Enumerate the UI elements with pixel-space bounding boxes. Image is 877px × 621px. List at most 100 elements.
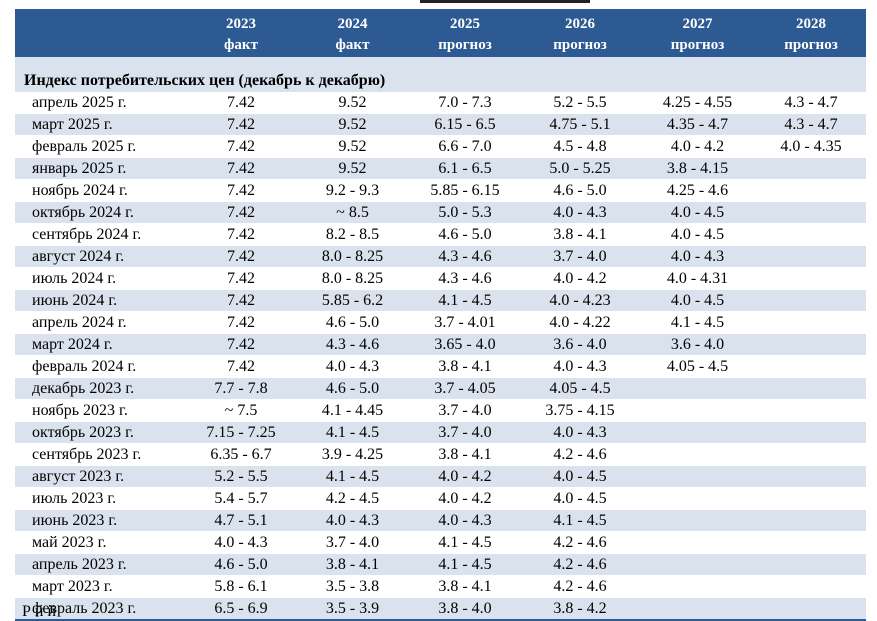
- cell-value: [756, 223, 866, 246]
- table-row: июнь 2024 г. 7.42 5.85 - 6.2 4.1 - 4.5 4.0 -…: [15, 289, 866, 312]
- cell-value: 4.6 - 5.0: [296, 311, 409, 334]
- cell-value: 3.8 - 4.2: [521, 597, 639, 621]
- cell-value: [639, 487, 756, 510]
- cell-value: 5.0 - 5.25: [521, 157, 639, 180]
- cell-value: 6.35 - 6.7: [186, 443, 296, 466]
- row-label: апрель 2025 г.: [15, 92, 186, 114]
- cell-value: 3.8 - 4.1: [296, 553, 409, 576]
- cell-value: ~ 8.5: [296, 201, 409, 224]
- row-label: июль 2023 г.: [15, 487, 186, 510]
- cell-value: [639, 399, 756, 422]
- cell-value: 4.0 - 4.3: [186, 531, 296, 554]
- cell-value: 7.42: [186, 267, 296, 290]
- table-row: февраль 2024 г. 7.42 4.0 - 4.3 3.8 - 4.1 4.0…: [15, 355, 866, 378]
- cell-value: 4.1 - 4.5: [409, 553, 521, 576]
- table-row: март 2024 г. 7.42 4.3 - 4.6 3.65 - 4.0 3.6 -…: [15, 333, 866, 356]
- cell-value: 4.0 - 4.5: [639, 289, 756, 312]
- table-row: июль 2023 г. 5.4 - 5.7 4.2 - 4.5 4.0 - 4.2 4…: [15, 487, 866, 510]
- cell-value: 3.7 - 4.0: [296, 531, 409, 554]
- table-row: август 2023 г. 5.2 - 5.5 4.1 - 4.5 4.0 - 4.…: [15, 465, 866, 488]
- table-row: апрель 2024 г. 7.42 4.6 - 5.0 3.7 - 4.01 4.0…: [15, 311, 866, 334]
- cell-value: 8.0 - 8.25: [296, 245, 409, 268]
- cell-value: [756, 289, 866, 312]
- header-row-years: 2023 2024 2025 2026 2027 2028: [15, 9, 866, 35]
- cell-value: 6.1 - 6.5: [409, 157, 521, 180]
- cell-value: [756, 179, 866, 202]
- footnote: Р й й: [22, 603, 57, 620]
- cell-value: 7.42: [186, 355, 296, 378]
- table-row: июль 2024 г. 7.42 8.0 - 8.25 4.3 - 4.6 4.0 -…: [15, 267, 866, 290]
- header-year: 2025: [409, 9, 521, 35]
- table-row: июнь 2023 г. 4.7 - 5.1 4.0 - 4.3 4.0 - 4.3 4…: [15, 509, 866, 532]
- row-label: июнь 2024 г.: [15, 289, 186, 312]
- row-label: март 2023 г.: [15, 575, 186, 598]
- cell-value: [756, 597, 866, 621]
- top-border-mark: [420, 0, 590, 3]
- cell-value: 3.7 - 4.0: [409, 421, 521, 444]
- cell-value: 3.9 - 4.25: [296, 443, 409, 466]
- cell-value: 4.1 - 4.5: [409, 531, 521, 554]
- cell-value: 7.15 - 7.25: [186, 421, 296, 444]
- table-row: август 2024 г. 7.42 8.0 - 8.25 4.3 - 4.6 3.7…: [15, 245, 866, 268]
- section-title: Индекс потребительских цен (декабрь к де…: [15, 57, 866, 92]
- header-note: прогноз: [409, 35, 521, 57]
- cell-value: 3.7 - 4.05: [409, 377, 521, 400]
- table-row: октябрь 2024 г. 7.42 ~ 8.5 5.0 - 5.3 4.0 - 4…: [15, 201, 866, 224]
- header-note: факт: [296, 35, 409, 57]
- cell-value: 4.0 - 4.3: [296, 355, 409, 378]
- table-row: январь 2025 г. 7.42 9.52 6.1 - 6.5 5.0 - 5.2…: [15, 157, 866, 180]
- cell-value: [756, 267, 866, 290]
- cell-value: [639, 531, 756, 554]
- cell-value: 3.7 - 4.0: [521, 245, 639, 268]
- cell-value: 4.0 - 4.23: [521, 289, 639, 312]
- cell-value: 3.8 - 4.1: [409, 575, 521, 598]
- table-row: май 2023 г. 4.0 - 4.3 3.7 - 4.0 4.1 - 4.5 4.…: [15, 531, 866, 554]
- cell-value: 4.3 - 4.7: [756, 92, 866, 114]
- table-row: ноябрь 2023 г. ~ 7.5 4.1 - 4.45 3.7 - 4.0 3.…: [15, 399, 866, 422]
- cell-value: 4.2 - 4.6: [521, 443, 639, 466]
- cell-value: 4.0 - 4.5: [521, 487, 639, 510]
- cell-value: [756, 157, 866, 180]
- table-row: октябрь 2023 г. 7.15 - 7.25 4.1 - 4.5 3.7 -…: [15, 421, 866, 444]
- header-note: факт: [186, 35, 296, 57]
- row-label: июнь 2023 г.: [15, 509, 186, 532]
- cell-value: 4.6 - 5.0: [296, 377, 409, 400]
- cell-value: 4.1 - 4.5: [521, 509, 639, 532]
- cell-value: 3.6 - 4.0: [639, 333, 756, 356]
- table-row: апрель 2023 г. 4.6 - 5.0 3.8 - 4.1 4.1 - 4.…: [15, 553, 866, 576]
- cell-value: 3.5 - 3.8: [296, 575, 409, 598]
- cell-value: 4.6 - 5.0: [186, 553, 296, 576]
- cell-value: [756, 399, 866, 422]
- cell-value: 4.0 - 4.3: [521, 421, 639, 444]
- row-label: март 2025 г.: [15, 113, 186, 136]
- cell-value: [756, 355, 866, 378]
- cell-value: 7.42: [186, 135, 296, 158]
- cell-value: 5.85 - 6.2: [296, 289, 409, 312]
- table-row: декабрь 2023 г. 7.7 - 7.8 4.6 - 5.0 3.7 - 4…: [15, 377, 866, 400]
- cell-value: 3.8 - 4.1: [521, 223, 639, 246]
- table-row: март 2023 г. 5.8 - 6.1 3.5 - 3.8 3.8 - 4.1 4…: [15, 575, 866, 598]
- cell-value: 4.3 - 4.6: [296, 333, 409, 356]
- cell-value: 3.5 - 3.9: [296, 597, 409, 621]
- cell-value: 3.7 - 4.01: [409, 311, 521, 334]
- header-note: прогноз: [521, 35, 639, 57]
- cell-value: 3.8 - 4.15: [639, 157, 756, 180]
- cell-value: [756, 311, 866, 334]
- row-label: апрель 2023 г.: [15, 553, 186, 576]
- cell-value: 4.6 - 5.0: [521, 179, 639, 202]
- cell-value: 7.42: [186, 113, 296, 136]
- table-row: март 2025 г. 7.42 9.52 6.15 - 6.5 4.75 - 5.1…: [15, 113, 866, 136]
- cell-value: 7.42: [186, 179, 296, 202]
- header-year: 2024: [296, 9, 409, 35]
- row-label: январь 2025 г.: [15, 157, 186, 180]
- cell-value: 4.0 - 4.2: [409, 487, 521, 510]
- cell-value: 4.1 - 4.5: [296, 421, 409, 444]
- row-label: май 2023 г.: [15, 531, 186, 554]
- row-label: август 2023 г.: [15, 465, 186, 488]
- cell-value: 4.0 - 4.35: [756, 135, 866, 158]
- cell-value: 4.3 - 4.7: [756, 113, 866, 136]
- cell-value: 4.2 - 4.6: [521, 531, 639, 554]
- row-label: февраль 2025 г.: [15, 135, 186, 158]
- table-row: февраль 2023 г. 6.5 - 6.9 3.5 - 3.9 3.8 - 4…: [15, 597, 866, 621]
- cell-value: 7.42: [186, 157, 296, 180]
